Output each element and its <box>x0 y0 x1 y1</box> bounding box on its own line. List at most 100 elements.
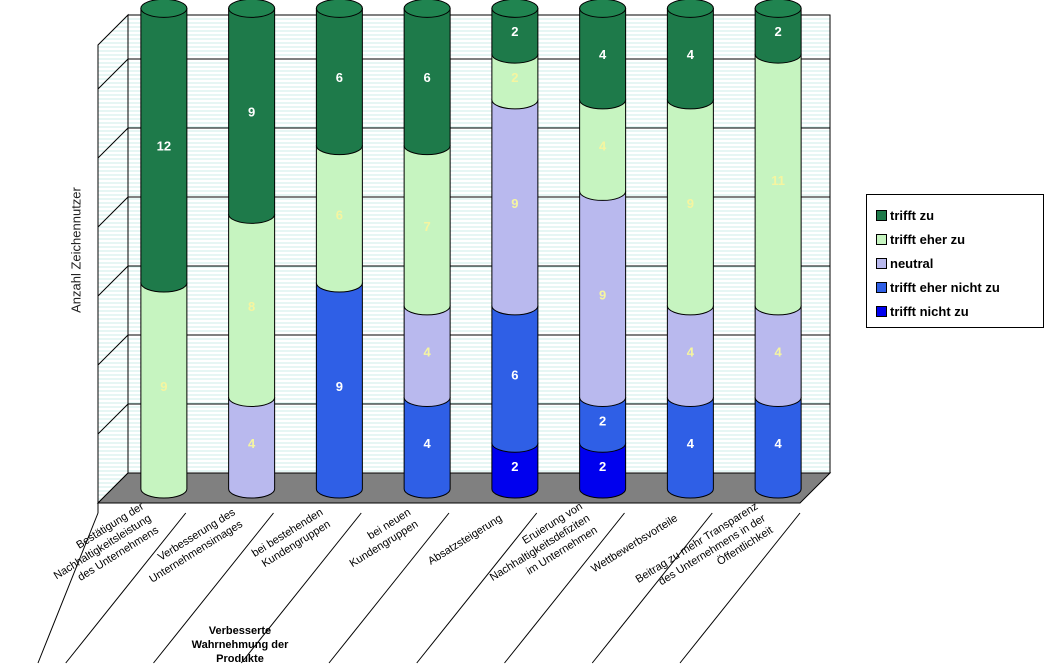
bar-stack: 9 6 6 <box>315 0 363 499</box>
category-separator <box>65 512 187 664</box>
gridline <box>97 58 129 90</box>
legend-label: trifft eher nicht zu <box>890 279 1000 295</box>
bar-segment <box>315 282 363 499</box>
data-label: 9 <box>687 196 694 211</box>
legend-label: trifft eher zu <box>890 231 966 247</box>
bar-segment <box>491 99 539 316</box>
data-label: 6 <box>424 70 431 85</box>
bar-segment <box>579 190 627 407</box>
data-label: 9 <box>511 196 518 211</box>
gridline <box>97 265 129 297</box>
bar-segment <box>754 53 802 316</box>
data-label: 4 <box>687 47 695 62</box>
bar-segment <box>140 7 188 293</box>
bar-cap <box>228 0 276 18</box>
bar-segment <box>491 53 539 110</box>
data-label: 8 <box>248 299 255 314</box>
y-axis-label: Anzahl Zeichennutzer <box>68 187 84 313</box>
category-separator <box>328 512 450 664</box>
data-label: 4 <box>687 436 695 451</box>
category-label: Absatzsteigerung <box>426 512 504 567</box>
bars-group: 9 12 4 8 9 9 6 6 4 4 7 6 2 6 9 2 2 2 2 9 4 4 4 4 9 4 4 4 11 2 <box>140 0 802 499</box>
bar-cap <box>315 0 363 18</box>
data-label: 4 <box>775 345 783 360</box>
bar-segment <box>754 396 802 499</box>
gridline <box>97 127 129 159</box>
category-separator <box>679 512 801 664</box>
plot-area <box>96 13 832 505</box>
bar-stack: 4 4 11 2 <box>754 0 802 499</box>
bar-segment <box>403 396 451 499</box>
bar-segment <box>228 213 276 407</box>
data-label: 9 <box>160 379 167 394</box>
data-label: 4 <box>775 436 783 451</box>
category-separator <box>504 512 625 664</box>
bar-stack: 4 4 7 6 <box>403 0 451 499</box>
legend-swatch <box>876 257 887 269</box>
category-separator <box>591 512 713 664</box>
data-label: 4 <box>599 139 607 154</box>
bar-stack: 2 2 9 4 4 <box>579 0 627 499</box>
data-label: 6 <box>511 368 518 383</box>
bar-cap <box>140 0 188 18</box>
legend-label: neutral <box>890 255 934 271</box>
data-label: 11 <box>771 173 785 188</box>
bar-segment <box>403 7 451 156</box>
legend-swatch <box>876 209 887 221</box>
bar-stack: 4 8 9 <box>228 0 276 499</box>
legend-swatch <box>876 305 887 317</box>
data-label: 2 <box>511 459 518 474</box>
legend-swatch <box>876 281 887 293</box>
category-separator <box>240 512 362 664</box>
bar-segment <box>315 145 363 293</box>
bar-cap <box>403 0 451 18</box>
bar-segment <box>666 7 714 110</box>
data-label: 2 <box>775 24 782 39</box>
bar-segment <box>140 282 188 499</box>
bar-segment <box>491 305 539 453</box>
category-separator <box>153 512 274 664</box>
data-label: 4 <box>424 436 432 451</box>
bar-segment <box>228 396 276 499</box>
legend-swatch <box>876 233 887 245</box>
bar-cap <box>754 0 802 18</box>
bar-stack: 2 6 9 2 2 <box>491 0 539 499</box>
data-label: 2 <box>599 459 606 474</box>
data-label: 2 <box>599 413 606 428</box>
category-labels: Bestätigung derNachhaltigkeitsleistungde… <box>37 500 801 664</box>
data-label: 9 <box>248 104 255 119</box>
bar-segment <box>403 305 451 407</box>
data-label: 9 <box>599 287 606 302</box>
data-label: 7 <box>424 219 431 234</box>
bar-segment <box>491 442 539 499</box>
bar-segment <box>579 99 627 201</box>
bar-segment <box>491 7 539 64</box>
legend-item-trifft-eher-nicht-zu: trifft eher nicht zu <box>876 275 1043 299</box>
data-label: 6 <box>336 70 343 85</box>
bar-segment <box>666 396 714 499</box>
bar-segment <box>666 99 714 316</box>
bar-segment <box>403 145 451 316</box>
data-label: 4 <box>248 436 256 451</box>
data-label: 4 <box>599 47 607 62</box>
gridline <box>97 334 129 366</box>
data-label: 4 <box>687 345 695 360</box>
category-separator <box>416 512 538 664</box>
bar-segment <box>228 7 276 224</box>
data-label: 2 <box>511 24 518 39</box>
group-label: Verbesserte Wahrnehmung der Produkte <box>191 625 289 665</box>
data-label: 2 <box>511 70 518 85</box>
gridline <box>97 403 129 435</box>
legend-label: trifft zu <box>890 207 935 223</box>
bar-stack: 4 4 9 4 <box>666 0 714 499</box>
legend-item-trifft-nicht-zu: trifft nicht zu <box>876 299 1043 323</box>
floor <box>96 472 832 504</box>
bar-stack: 9 12 <box>140 0 188 499</box>
bar-segment <box>754 7 802 64</box>
bar-segment <box>579 396 627 453</box>
data-label: 6 <box>336 207 343 222</box>
